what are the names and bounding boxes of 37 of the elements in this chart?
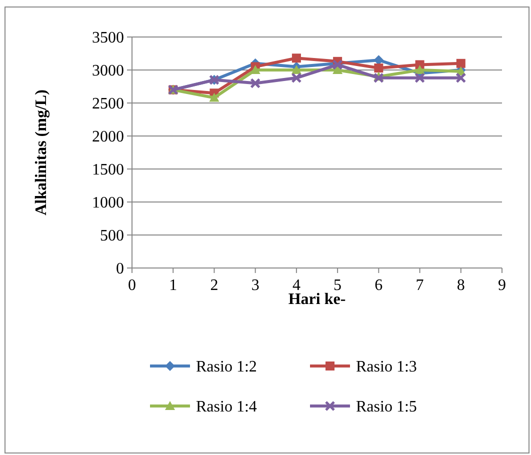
y-axis-title: Alkalinitas (mg/L) <box>33 90 50 216</box>
x-axis-title: Hari ke- <box>288 291 346 308</box>
x-tick-label: 3 <box>251 277 260 294</box>
point <box>414 72 426 84</box>
legend-label: Rasio 1:3 <box>356 358 417 376</box>
point <box>373 72 384 84</box>
point <box>332 65 343 74</box>
point <box>374 55 384 66</box>
point <box>291 65 302 74</box>
point <box>291 72 302 84</box>
point <box>414 65 425 74</box>
x-tick-label: 2 <box>210 277 218 294</box>
y-tick-label: 3500 <box>92 30 124 47</box>
y-tick-label: 3000 <box>92 62 124 80</box>
x-tick-label: 5 <box>334 277 342 294</box>
y-tick-label: 1500 <box>92 162 124 179</box>
x-tick-label: 0 <box>128 277 136 294</box>
point <box>292 54 301 63</box>
legend-label: Rasio 1:5 <box>356 398 417 416</box>
x-tick-label: 1 <box>169 277 178 294</box>
legend-label: Rasio 1:2 <box>196 358 257 376</box>
x-tick-label: 6 <box>374 277 383 294</box>
y-tick-label: 0 <box>116 260 124 278</box>
point <box>209 92 220 102</box>
legend-label: Rasio 1:4 <box>196 398 257 416</box>
y-tick-label: 2000 <box>92 128 124 146</box>
y-tick-label: 500 <box>100 228 124 245</box>
x-tick-label: 7 <box>416 277 424 294</box>
x-tick-label: 4 <box>292 277 300 294</box>
point <box>456 72 466 84</box>
point <box>456 58 466 68</box>
point <box>250 78 261 88</box>
point <box>374 64 384 73</box>
x-tick-label: 9 <box>498 277 506 294</box>
x-tick-label: 8 <box>456 277 465 294</box>
y-tick-label: 1000 <box>92 194 124 212</box>
y-tick-label: 2500 <box>92 96 124 113</box>
